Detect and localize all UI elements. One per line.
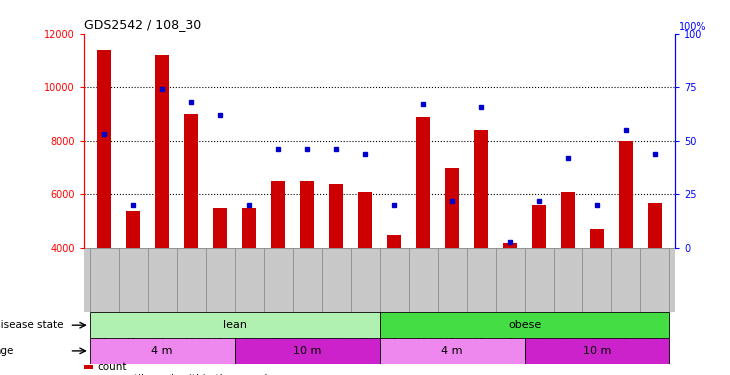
Text: 4 m: 4 m (151, 346, 173, 356)
Bar (445, 168, 459, 248)
Text: 10 m: 10 m (293, 346, 321, 356)
Text: disease state: disease state (0, 320, 64, 330)
Bar (525, 338, 669, 364)
Bar (300, 181, 315, 248)
Text: GDS2542 / 108_30: GDS2542 / 108_30 (84, 18, 201, 31)
Text: 100%: 100% (680, 22, 707, 32)
Bar (474, 130, 488, 248)
Bar (126, 210, 140, 248)
Bar (503, 243, 518, 248)
Text: percentile rank within the sample: percentile rank within the sample (98, 374, 274, 375)
Bar (213, 208, 228, 248)
Bar (561, 192, 575, 248)
Bar (184, 114, 199, 248)
Bar (380, 312, 669, 338)
Text: 10 m: 10 m (583, 346, 611, 356)
Bar (648, 202, 662, 248)
Text: age: age (0, 346, 13, 356)
Text: obese: obese (508, 320, 541, 330)
Bar (97, 50, 112, 248)
Bar (619, 141, 633, 248)
Bar (380, 338, 525, 364)
Bar (234, 338, 380, 364)
Bar (590, 229, 604, 248)
Text: 4 m: 4 m (442, 346, 463, 356)
Bar (329, 184, 343, 248)
Bar (90, 312, 380, 338)
Bar (416, 117, 430, 248)
Text: lean: lean (223, 320, 247, 330)
Bar (271, 181, 285, 248)
Bar (155, 55, 169, 248)
Bar (387, 235, 402, 248)
Bar (242, 208, 256, 248)
Bar (531, 205, 546, 248)
Bar (90, 338, 234, 364)
Bar (358, 192, 372, 248)
Text: count: count (98, 362, 127, 372)
